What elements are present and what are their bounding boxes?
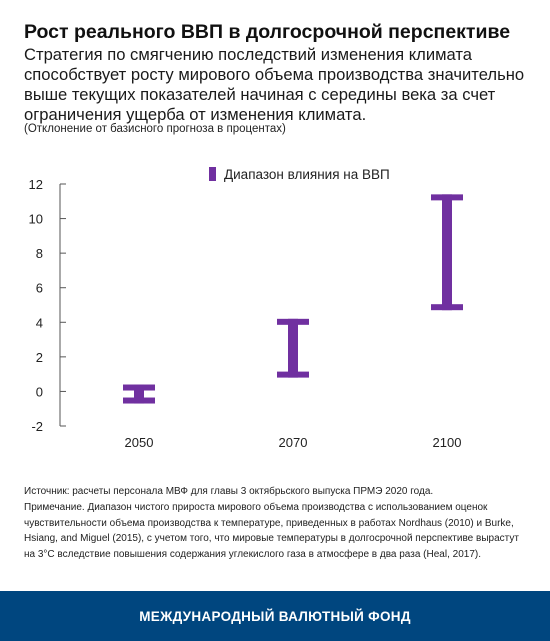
plot-area: [123, 194, 463, 404]
legend: Диапазон влияния на ВВП: [209, 167, 390, 182]
legend-swatch: [209, 167, 216, 181]
y-tick-label: 0: [36, 384, 43, 399]
y-tick-label: 4: [36, 315, 43, 330]
source-note: Источник: расчеты персонала МВФ для глав…: [24, 486, 434, 497]
y-tick-label: 12: [29, 177, 43, 192]
y-tick-label: -2: [31, 419, 43, 434]
methodology-note: Примечание. Диапазон чистого прироста ми…: [24, 501, 519, 561]
y-tick-label: 2: [36, 350, 43, 365]
range-bar-cap-bottom: [123, 397, 155, 404]
footer-banner: МЕЖДУНАРОДНЫЙ ВАЛЮТНЫЙ ФОНД: [0, 591, 550, 641]
y-axis: 12 10 8 6 4 2 0 -2: [29, 177, 66, 434]
y-tick-label: 6: [36, 281, 43, 296]
range-bar-cap-top: [123, 384, 155, 391]
range-bar-cap-top: [431, 194, 463, 201]
x-axis: 2050 2070 2100: [125, 435, 462, 450]
legend-label: Диапазон влияния на ВВП: [224, 167, 390, 182]
y-tick-label: 10: [29, 212, 43, 227]
x-tick-label: 2100: [433, 435, 462, 450]
range-chart: 12 10 8 6 4 2 0 -2 Диапазон влияния на ВВП 2050…: [29, 167, 463, 450]
range-bar-stem: [288, 318, 298, 378]
range-bar-cap-bottom: [431, 304, 463, 311]
footer-label: МЕЖДУНАРОДНЫЙ ВАЛЮТНЫЙ ФОНД: [139, 608, 411, 624]
y-tick-label: 8: [36, 246, 43, 261]
range-bar-cap-top: [277, 318, 309, 325]
x-tick-label: 2050: [125, 435, 154, 450]
notes-block: Источник: расчеты персонала МВФ для глав…: [24, 484, 529, 563]
range-bar-stem: [442, 194, 452, 311]
x-tick-label: 2070: [279, 435, 308, 450]
unit-note: (Отклонение от базисного прогноза в проц…: [24, 123, 286, 135]
range-bar-stem: [134, 384, 144, 404]
chart-subtitle: Стратегия по смягчению последствий измен…: [24, 45, 525, 124]
range-bar-cap-bottom: [277, 371, 309, 378]
chart-title: Рост реального ВВП в долгосрочной перспе…: [24, 21, 511, 43]
